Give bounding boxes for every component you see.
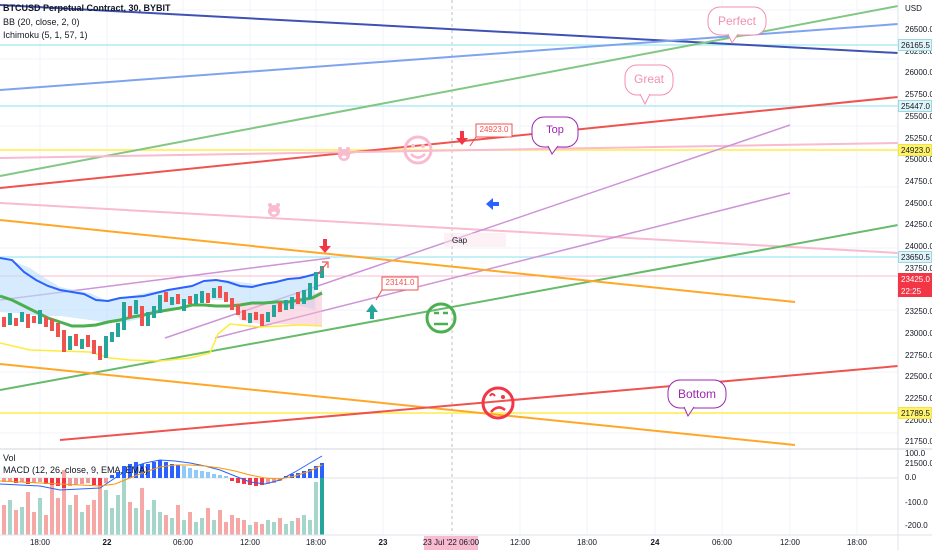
trendline-red-upper[interactable] xyxy=(0,96,899,189)
price-tick: 22250.0 xyxy=(905,393,932,403)
gap-label: Gap xyxy=(452,236,468,245)
bubble-great[interactable] xyxy=(624,64,674,106)
price-tick: 24500.0 xyxy=(905,198,932,208)
price-tick: 25250.0 xyxy=(905,133,932,143)
price-label-23141[interactable] xyxy=(375,276,419,301)
ichimoku-legend[interactable]: Ichimoku (5, 1, 57, 1) xyxy=(3,30,88,40)
signal-line xyxy=(0,464,323,487)
trendline-pink-lower[interactable] xyxy=(0,202,899,254)
arrow-up-right-icon xyxy=(317,261,329,275)
smiley-neutral-icon[interactable] xyxy=(425,302,457,334)
price-tick: 26250.0 xyxy=(905,47,932,56)
smiley-happy-icon[interactable] xyxy=(403,135,433,165)
price-tag: 23650.5 xyxy=(898,251,932,263)
price-tag: 22:25 xyxy=(898,285,932,297)
price-tag: 23425.0 xyxy=(898,273,932,285)
time-tick: 23 xyxy=(378,538,388,547)
bubble-top[interactable] xyxy=(531,116,579,155)
price-tick: 22750.0 xyxy=(905,350,932,360)
trendline-orange-lower[interactable] xyxy=(0,363,796,446)
price-tick: 22500.0 xyxy=(905,372,932,382)
macd-tick: -100.0 xyxy=(905,498,928,507)
price-tick: 24750.0 xyxy=(905,176,932,186)
time-cursor-label-bg xyxy=(424,536,478,550)
symbol-title[interactable]: BTCUSD Perpetual Contract, 30, BYBIT xyxy=(3,3,171,13)
time-tick: 12:00 xyxy=(509,538,531,547)
price-tag: 24923.0 xyxy=(898,144,932,156)
ichimoku-lead-line xyxy=(0,323,323,362)
price-tag: 25447.0 xyxy=(898,100,932,112)
time-tick: 18:00 xyxy=(576,538,598,547)
price-tick: 21750.0 xyxy=(905,437,932,447)
price-tick: 23750.0 xyxy=(905,263,932,273)
time-tick: 18:00 xyxy=(846,538,868,547)
ichimoku-cloud xyxy=(0,258,315,323)
gap-box[interactable] xyxy=(444,233,506,247)
macd-legend[interactable]: MACD (12, 26, close, 9, EMA, EMA) xyxy=(3,465,149,475)
bb-legend[interactable]: BB (20, close, 2, 0) xyxy=(3,17,80,27)
price-tick: 25500.0 xyxy=(905,111,932,121)
time-tick: 22 xyxy=(102,538,112,547)
macd-tick: 100.0 xyxy=(905,449,926,458)
price-tick: 25750.0 xyxy=(905,90,932,100)
bubble-perfect[interactable] xyxy=(707,6,767,45)
bubble-bottom[interactable] xyxy=(667,379,727,418)
trendline-orange-upper[interactable] xyxy=(0,219,796,303)
time-tick: 24 xyxy=(650,538,660,547)
trendline-red-lower[interactable] xyxy=(59,365,899,441)
smiley-sad-icon[interactable] xyxy=(481,386,515,420)
price-tick: 25000.0 xyxy=(905,155,932,165)
price-tick: 26000.0 xyxy=(905,68,932,78)
macd-line xyxy=(0,455,323,491)
time-tick: 06:00 xyxy=(172,538,194,547)
price-tick: 24000.0 xyxy=(905,242,932,251)
price-tick: 22000.0 xyxy=(905,415,932,425)
vol-macd-pane xyxy=(0,455,898,535)
perfect-label: Perfect xyxy=(717,14,756,28)
time-tick: 18:00 xyxy=(29,538,51,547)
bb-upper-line xyxy=(0,257,323,303)
price-tick: 23000.0 xyxy=(905,328,932,338)
price-axis-unit: USD xyxy=(905,4,922,13)
volume-bars xyxy=(2,468,324,535)
price-tick: 24250.0 xyxy=(905,220,932,230)
price-low-label: 23141.0 xyxy=(385,278,415,287)
arrow-left-icon[interactable] xyxy=(486,198,499,210)
great-label: Great xyxy=(633,72,664,86)
arrow-down-icon[interactable] xyxy=(319,239,331,253)
time-tick: 06:00 xyxy=(711,538,733,547)
price-tick: 23250.0 xyxy=(905,307,932,317)
price-tick: 26500.0 xyxy=(905,25,932,34)
pig-icon[interactable] xyxy=(338,147,350,161)
price-indicators xyxy=(0,257,324,362)
time-tick: 12:00 xyxy=(239,538,261,547)
macd-tick: 0.0 xyxy=(905,473,917,482)
vol-legend[interactable]: Vol xyxy=(3,453,16,463)
candles xyxy=(2,266,324,360)
trendline-dark-blue[interactable] xyxy=(0,4,899,54)
time-tick: 12:00 xyxy=(779,538,801,547)
arrow-up-icon[interactable] xyxy=(366,304,378,319)
trendline-blue[interactable] xyxy=(0,23,899,91)
pig-icon[interactable] xyxy=(268,203,280,217)
price-tag: 26165.5 xyxy=(898,39,932,51)
time-tick: 18:00 xyxy=(305,538,327,547)
price-label-24923[interactable] xyxy=(469,123,513,147)
time-cursor-label: 23 Jul '22 06:00 xyxy=(422,538,480,547)
top-label: Top xyxy=(546,124,564,136)
bottom-label: Bottom xyxy=(677,387,716,401)
macd-tick: -200.0 xyxy=(905,521,928,530)
arrow-down-icon[interactable] xyxy=(456,131,468,145)
price-tag: 21789.5 xyxy=(898,407,932,419)
trendline-pink[interactable] xyxy=(0,142,899,159)
price-tick: 21500.0 xyxy=(905,459,932,468)
price-top-label: 24923.0 xyxy=(479,125,509,134)
